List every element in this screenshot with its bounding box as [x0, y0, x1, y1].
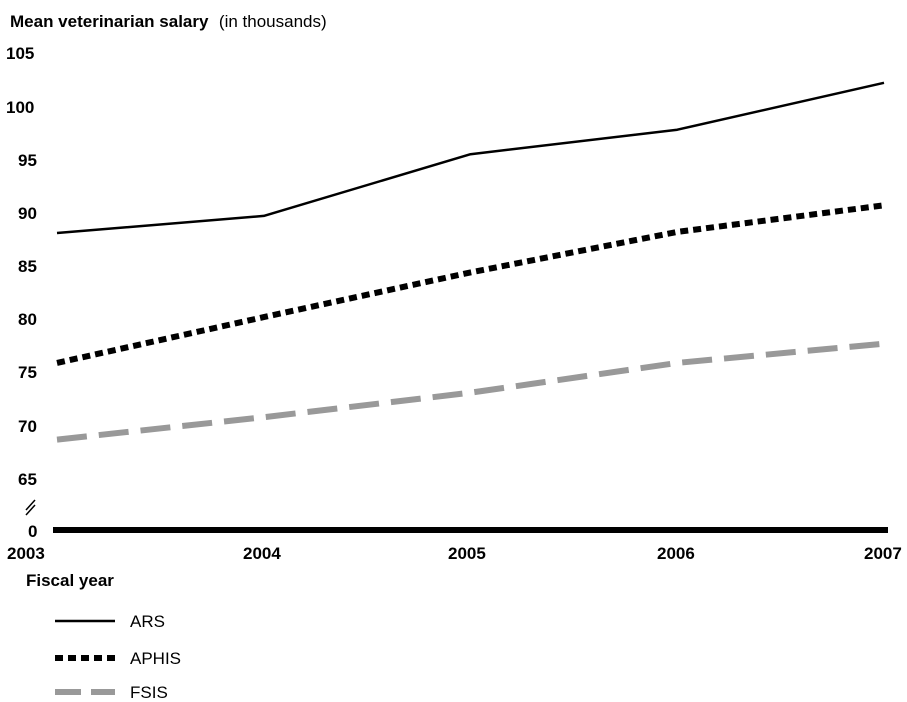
chart-title-main: Mean veterinarian salary: [10, 12, 209, 31]
series-line-ars: [56, 81, 885, 235]
y-tick-label-65: 65: [18, 470, 37, 489]
axis-break-icon: [25, 499, 36, 516]
legend-item-fsis: FSIS: [55, 683, 168, 702]
legend-label-fsis: FSIS: [130, 683, 168, 702]
x-tick-label-2003: 2003: [7, 544, 45, 563]
x-axis-title: Fiscal year: [26, 571, 114, 590]
y-tick-label-70: 70: [18, 417, 37, 436]
y-tick-label-80: 80: [18, 310, 37, 329]
chart-title-suffix: (in thousands): [219, 12, 327, 31]
y-axis-ticks: 105 100 95 90 85 80 75 70 65 0: [6, 44, 37, 541]
series-line-aphis: [56, 202, 885, 366]
legend-label-ars: ARS: [130, 612, 165, 631]
x-axis-ticks: 2003 2004 2005 2006 2007: [7, 544, 902, 563]
series-layer: [56, 81, 885, 443]
series-line-fsis: [56, 340, 885, 443]
y-tick-label-90: 90: [18, 204, 37, 223]
chart-title: Mean veterinarian salary (in thousands): [10, 12, 327, 31]
y-tick-label-0: 0: [28, 522, 37, 541]
x-tick-label-2005: 2005: [448, 544, 486, 563]
legend-label-aphis: APHIS: [130, 649, 181, 668]
y-tick-label-105: 105: [6, 44, 34, 63]
y-tick-label-75: 75: [18, 363, 37, 382]
y-tick-label-85: 85: [18, 257, 37, 276]
legend-item-aphis: APHIS: [55, 649, 181, 668]
x-tick-label-2006: 2006: [657, 544, 695, 563]
x-tick-label-2007: 2007: [864, 544, 902, 563]
legend-item-ars: ARS: [55, 612, 165, 631]
legend: ARS APHIS FSIS: [55, 612, 181, 702]
y-tick-label-100: 100: [6, 98, 34, 117]
y-tick-label-95: 95: [18, 151, 37, 170]
x-tick-label-2004: 2004: [243, 544, 281, 563]
